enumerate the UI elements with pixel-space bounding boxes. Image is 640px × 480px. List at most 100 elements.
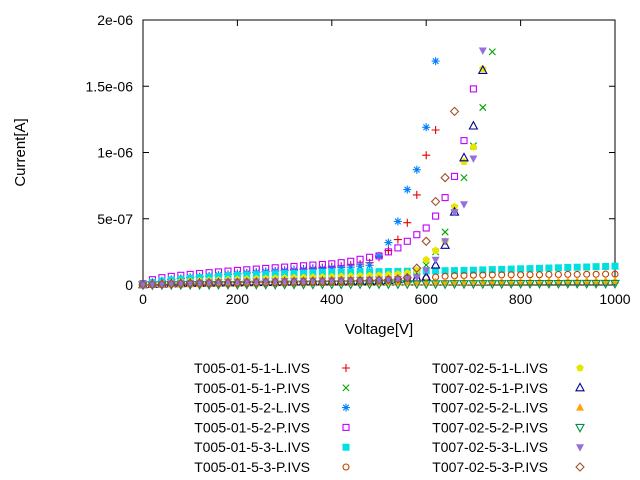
data-point-marker	[383, 274, 394, 285]
data-point-marker	[430, 280, 441, 290]
data-point-marker	[506, 279, 517, 290]
legend-label: T007-02-5-2-P.IVS	[432, 419, 548, 435]
data-point-marker	[459, 280, 469, 290]
data-point-marker	[431, 246, 440, 254]
legend-marker	[575, 423, 585, 433]
data-point-marker	[488, 266, 496, 274]
legend-marker	[576, 403, 584, 411]
data-point-marker	[534, 279, 545, 290]
data-point-marker	[581, 279, 592, 289]
y-axis-label: Current[A]	[12, 118, 29, 186]
data-point-marker	[564, 270, 572, 278]
data-point-marker	[394, 244, 402, 252]
data-point-marker	[432, 267, 440, 275]
data-point-marker	[441, 194, 449, 202]
data-point-marker	[421, 236, 431, 247]
legend-marker	[342, 403, 350, 412]
data-point-marker	[460, 201, 468, 209]
y-tick-label: 1.5e-06	[86, 78, 134, 94]
data-point-marker	[308, 265, 317, 274]
data-point-marker	[507, 265, 515, 273]
data-point-marker	[449, 106, 460, 117]
data-point-marker	[356, 268, 364, 276]
data-point-marker	[441, 267, 449, 275]
legend-label: T007-02-5-3-P.IVS	[432, 459, 548, 475]
data-point-marker	[498, 265, 506, 273]
data-point-marker	[421, 280, 432, 290]
data-point-marker	[412, 263, 422, 273]
data-point-marker	[384, 248, 392, 256]
data-point-marker	[185, 278, 195, 289]
data-point-marker	[318, 269, 326, 276]
data-point-marker	[460, 137, 468, 145]
x-axis-label: Voltage[V]	[345, 321, 413, 338]
data-point-marker	[469, 266, 477, 274]
data-point-marker	[402, 272, 413, 283]
legend-marker	[342, 443, 350, 451]
data-point-marker	[553, 279, 564, 290]
legend-marker	[575, 382, 585, 392]
data-point-marker	[478, 47, 487, 55]
data-point-marker	[374, 275, 384, 285]
data-point-marker	[336, 276, 346, 287]
data-point-marker	[413, 266, 421, 274]
data-point-marker	[309, 261, 317, 269]
data-point-marker	[346, 263, 355, 272]
legend-marker	[342, 423, 350, 431]
data-point-marker	[440, 239, 451, 249]
data-point-marker	[450, 209, 459, 217]
data-point-marker	[365, 261, 374, 270]
data-point-marker	[243, 271, 251, 279]
data-point-marker	[487, 280, 498, 290]
data-point-marker	[496, 280, 507, 290]
data-point-marker	[545, 270, 553, 279]
legend-label: T005-01-5-3-P.IVS	[194, 459, 310, 475]
data-point-marker	[440, 280, 451, 290]
data-point-marker	[592, 270, 600, 278]
data-point-marker	[460, 174, 468, 182]
data-point-marker	[543, 279, 554, 290]
legend-label: T007-02-5-1-P.IVS	[432, 380, 548, 396]
data-point-marker	[403, 275, 412, 283]
data-point-marker	[393, 276, 402, 284]
data-point-marker	[355, 276, 365, 286]
data-point-marker	[300, 269, 307, 277]
data-point-marker	[450, 172, 459, 180]
data-point-marker	[337, 263, 346, 272]
data-point-marker	[327, 264, 336, 272]
data-point-marker	[573, 263, 581, 271]
data-point-marker	[525, 279, 535, 290]
data-point-marker	[403, 218, 412, 227]
data-point-marker	[347, 257, 355, 265]
data-point-marker	[430, 196, 441, 207]
data-point-marker	[242, 277, 252, 288]
legend-marker	[342, 463, 350, 471]
data-point-marker	[583, 270, 591, 278]
data-point-marker	[441, 228, 449, 236]
data-point-marker	[375, 251, 383, 260]
data-point-marker	[459, 152, 469, 162]
legend-label: T007-02-5-1-L.IVS	[432, 360, 548, 376]
data-point-marker	[327, 276, 337, 287]
data-point-marker	[403, 185, 412, 194]
data-point-marker	[412, 165, 421, 174]
legend-marker	[342, 364, 350, 372]
data-point-marker	[281, 270, 289, 278]
data-point-marker	[536, 264, 543, 272]
x-tick-label: 200	[226, 291, 250, 307]
data-point-marker	[449, 280, 460, 290]
data-point-marker	[279, 277, 290, 287]
data-point-marker	[573, 270, 581, 278]
data-point-marker	[347, 268, 355, 276]
data-point-marker	[147, 279, 158, 290]
data-point-marker	[450, 202, 459, 210]
data-point-marker	[562, 279, 573, 289]
data-point-marker	[526, 265, 534, 273]
data-point-marker	[440, 172, 450, 183]
data-point-marker	[422, 255, 430, 263]
data-point-marker	[403, 237, 411, 245]
data-point-marker	[308, 276, 318, 287]
data-point-marker	[366, 253, 374, 261]
data-point-marker	[176, 278, 186, 289]
data-point-marker	[488, 48, 496, 56]
